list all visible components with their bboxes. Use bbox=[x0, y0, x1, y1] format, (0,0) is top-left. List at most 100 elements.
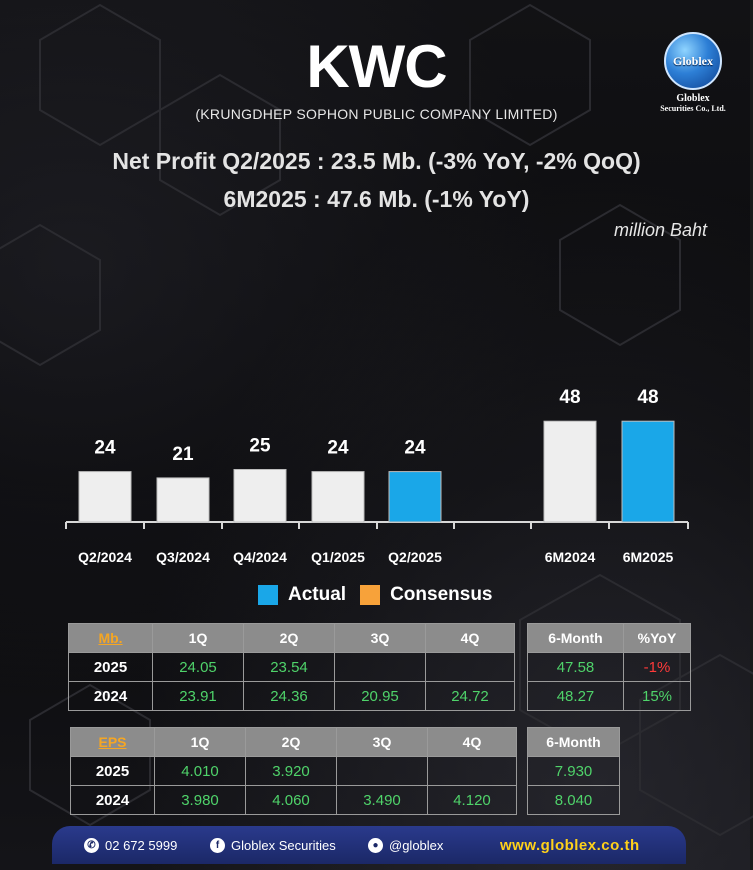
bar-data-label: 24 bbox=[327, 438, 349, 459]
table-cell: 48.27 bbox=[527, 681, 624, 711]
table-cell: -1% bbox=[623, 652, 691, 682]
table-cell: 3.980 bbox=[154, 785, 246, 815]
bar-q2-2024 bbox=[78, 471, 132, 523]
table-row: 2025 4.010 3.920 bbox=[70, 756, 517, 786]
x-tick-label: Q2/2024 bbox=[78, 549, 132, 565]
bar-data-label: 48 bbox=[637, 387, 658, 408]
col-header: 1Q bbox=[152, 623, 244, 653]
x-tick-label: Q1/2025 bbox=[311, 549, 365, 565]
legend-item-consensus: Consensus bbox=[360, 584, 493, 606]
table-cell: 3.920 bbox=[245, 756, 337, 786]
table-cell: 24.05 bbox=[152, 652, 244, 682]
table-row: 48.27 15% bbox=[527, 681, 691, 711]
table-cell: 20.95 bbox=[334, 681, 426, 711]
col-header: 1Q bbox=[154, 727, 246, 757]
col-header: 3Q bbox=[334, 623, 426, 653]
table-cell bbox=[334, 652, 426, 682]
col-header: 4Q bbox=[427, 727, 517, 757]
col-header: 4Q bbox=[425, 623, 515, 653]
col-header: 2Q bbox=[243, 623, 335, 653]
table-cell: 4.120 bbox=[427, 785, 517, 815]
bar-q3-2024 bbox=[156, 477, 210, 523]
company-name: (KRUNGDHEP SOPHON PUBLIC COMPANY LIMITED… bbox=[195, 106, 558, 122]
table-cell bbox=[336, 756, 428, 786]
legend-swatch-actual bbox=[258, 585, 278, 605]
x-tick-label: 6M2024 bbox=[545, 549, 596, 565]
bar-6m2025 bbox=[621, 420, 675, 523]
table-row: 47.58 -1% bbox=[527, 652, 691, 682]
table-cell: 3.490 bbox=[336, 785, 428, 815]
globe-logo-icon: Globlex bbox=[664, 32, 722, 90]
table-cell: 8.040 bbox=[527, 785, 620, 815]
table-header-row: 6-Month bbox=[527, 727, 620, 757]
table-row: 8.040 bbox=[527, 785, 620, 815]
table-row: 2025 24.05 23.54 bbox=[68, 652, 515, 682]
table-row: 2024 3.980 4.060 3.490 4.120 bbox=[70, 785, 517, 815]
bar-q2-2025 bbox=[388, 471, 442, 523]
table-cell: 15% bbox=[623, 681, 691, 711]
table-corner-label: Mb. bbox=[68, 623, 153, 653]
eps-quarterly-table: EPS 1Q 2Q 3Q 4Q 2025 4.010 3.920 2024 3.… bbox=[70, 727, 517, 815]
x-tick-label: Q2/2025 bbox=[388, 549, 442, 565]
x-tick-label: Q4/2024 bbox=[233, 549, 287, 565]
bar-q1-2025 bbox=[311, 471, 365, 523]
x-tick-label: Q3/2024 bbox=[156, 549, 210, 565]
bar-data-label: 48 bbox=[559, 387, 580, 408]
bar-6m2024 bbox=[543, 420, 597, 523]
headline-6m: 6M2025 : 47.6 Mb. (-1% YoY) bbox=[223, 186, 530, 212]
table-cell: 24.72 bbox=[425, 681, 515, 711]
table-row: 2024 23.91 24.36 20.95 24.72 bbox=[68, 681, 515, 711]
bar-data-label: 25 bbox=[249, 436, 271, 457]
logo-name: Globlex bbox=[676, 93, 710, 104]
col-header: %YoY bbox=[623, 623, 691, 653]
table-row: 7.930 bbox=[527, 756, 620, 786]
table-cell: 7.930 bbox=[527, 756, 620, 786]
table-cell bbox=[427, 756, 517, 786]
legend-label-actual: Actual bbox=[288, 584, 347, 605]
col-header: 2Q bbox=[245, 727, 337, 757]
footer-line-text: @globlex bbox=[389, 837, 444, 853]
footer-facebook-text: Globlex Securities bbox=[231, 837, 336, 853]
bar-data-label: 24 bbox=[94, 438, 116, 459]
bar-q4-2024 bbox=[233, 469, 287, 523]
row-year: 2025 bbox=[68, 652, 153, 682]
col-header: 6-Month bbox=[527, 727, 620, 757]
row-year: 2024 bbox=[70, 785, 155, 815]
logo-subtitle: Securities Co., Ltd. bbox=[660, 104, 726, 113]
phone-icon: ✆ bbox=[84, 837, 99, 853]
col-header: 6-Month bbox=[527, 623, 624, 653]
footer-facebook[interactable]: f Globlex Securities bbox=[210, 837, 336, 853]
footer-phone[interactable]: ✆ 02 672 5999 bbox=[84, 837, 178, 853]
x-tick-label: 6M2025 bbox=[623, 549, 674, 565]
x-axis bbox=[65, 521, 689, 529]
bar-data-label: 24 bbox=[404, 438, 426, 459]
table-cell: 23.91 bbox=[152, 681, 244, 711]
chart-legend: Actual Consensus bbox=[258, 584, 493, 606]
footer-website-link[interactable]: www.globlex.co.th bbox=[500, 836, 640, 854]
table-cell: 4.010 bbox=[154, 756, 246, 786]
col-header: 3Q bbox=[336, 727, 428, 757]
facebook-icon: f bbox=[210, 837, 225, 853]
row-year: 2025 bbox=[70, 756, 155, 786]
table-header-row: 6-Month %YoY bbox=[527, 623, 691, 653]
table-cell: 24.36 bbox=[243, 681, 335, 711]
table-cell: 47.58 bbox=[527, 652, 624, 682]
footer-phone-text: 02 672 5999 bbox=[105, 837, 178, 853]
unit-label: million Baht bbox=[613, 220, 707, 240]
line-chat-icon: ● bbox=[368, 837, 383, 853]
eps-6m-table: 6-Month 7.930 8.040 bbox=[527, 727, 620, 815]
table-cell: 23.54 bbox=[243, 652, 335, 682]
row-year: 2024 bbox=[68, 681, 153, 711]
footer-line[interactable]: ● @globlex bbox=[368, 837, 444, 853]
table-header-row: Mb. 1Q 2Q 3Q 4Q bbox=[68, 623, 515, 653]
net-profit-bar-chart: 24 Q2/2024 21 Q3/2024 25 Q4/2024 24 Q1/2025 24 Q2… bbox=[65, 387, 689, 565]
contact-footer: ✆ 02 672 5999 f Globlex Securities ● @gl… bbox=[52, 826, 686, 864]
table-header-row: EPS 1Q 2Q 3Q 4Q bbox=[70, 727, 517, 757]
bar-data-label: 21 bbox=[172, 444, 194, 465]
legend-item-actual: Actual bbox=[258, 584, 346, 606]
net-profit-6m-table: 6-Month %YoY 47.58 -1% 48.27 15% bbox=[527, 623, 691, 711]
table-cell: 4.060 bbox=[245, 785, 337, 815]
headline-quarter: Net Profit Q2/2025 : 23.5 Mb. (-3% YoY, … bbox=[112, 148, 641, 174]
net-profit-quarterly-table: Mb. 1Q 2Q 3Q 4Q 2025 24.05 23.54 2024 23… bbox=[68, 623, 515, 711]
table-corner-label: EPS bbox=[70, 727, 155, 757]
